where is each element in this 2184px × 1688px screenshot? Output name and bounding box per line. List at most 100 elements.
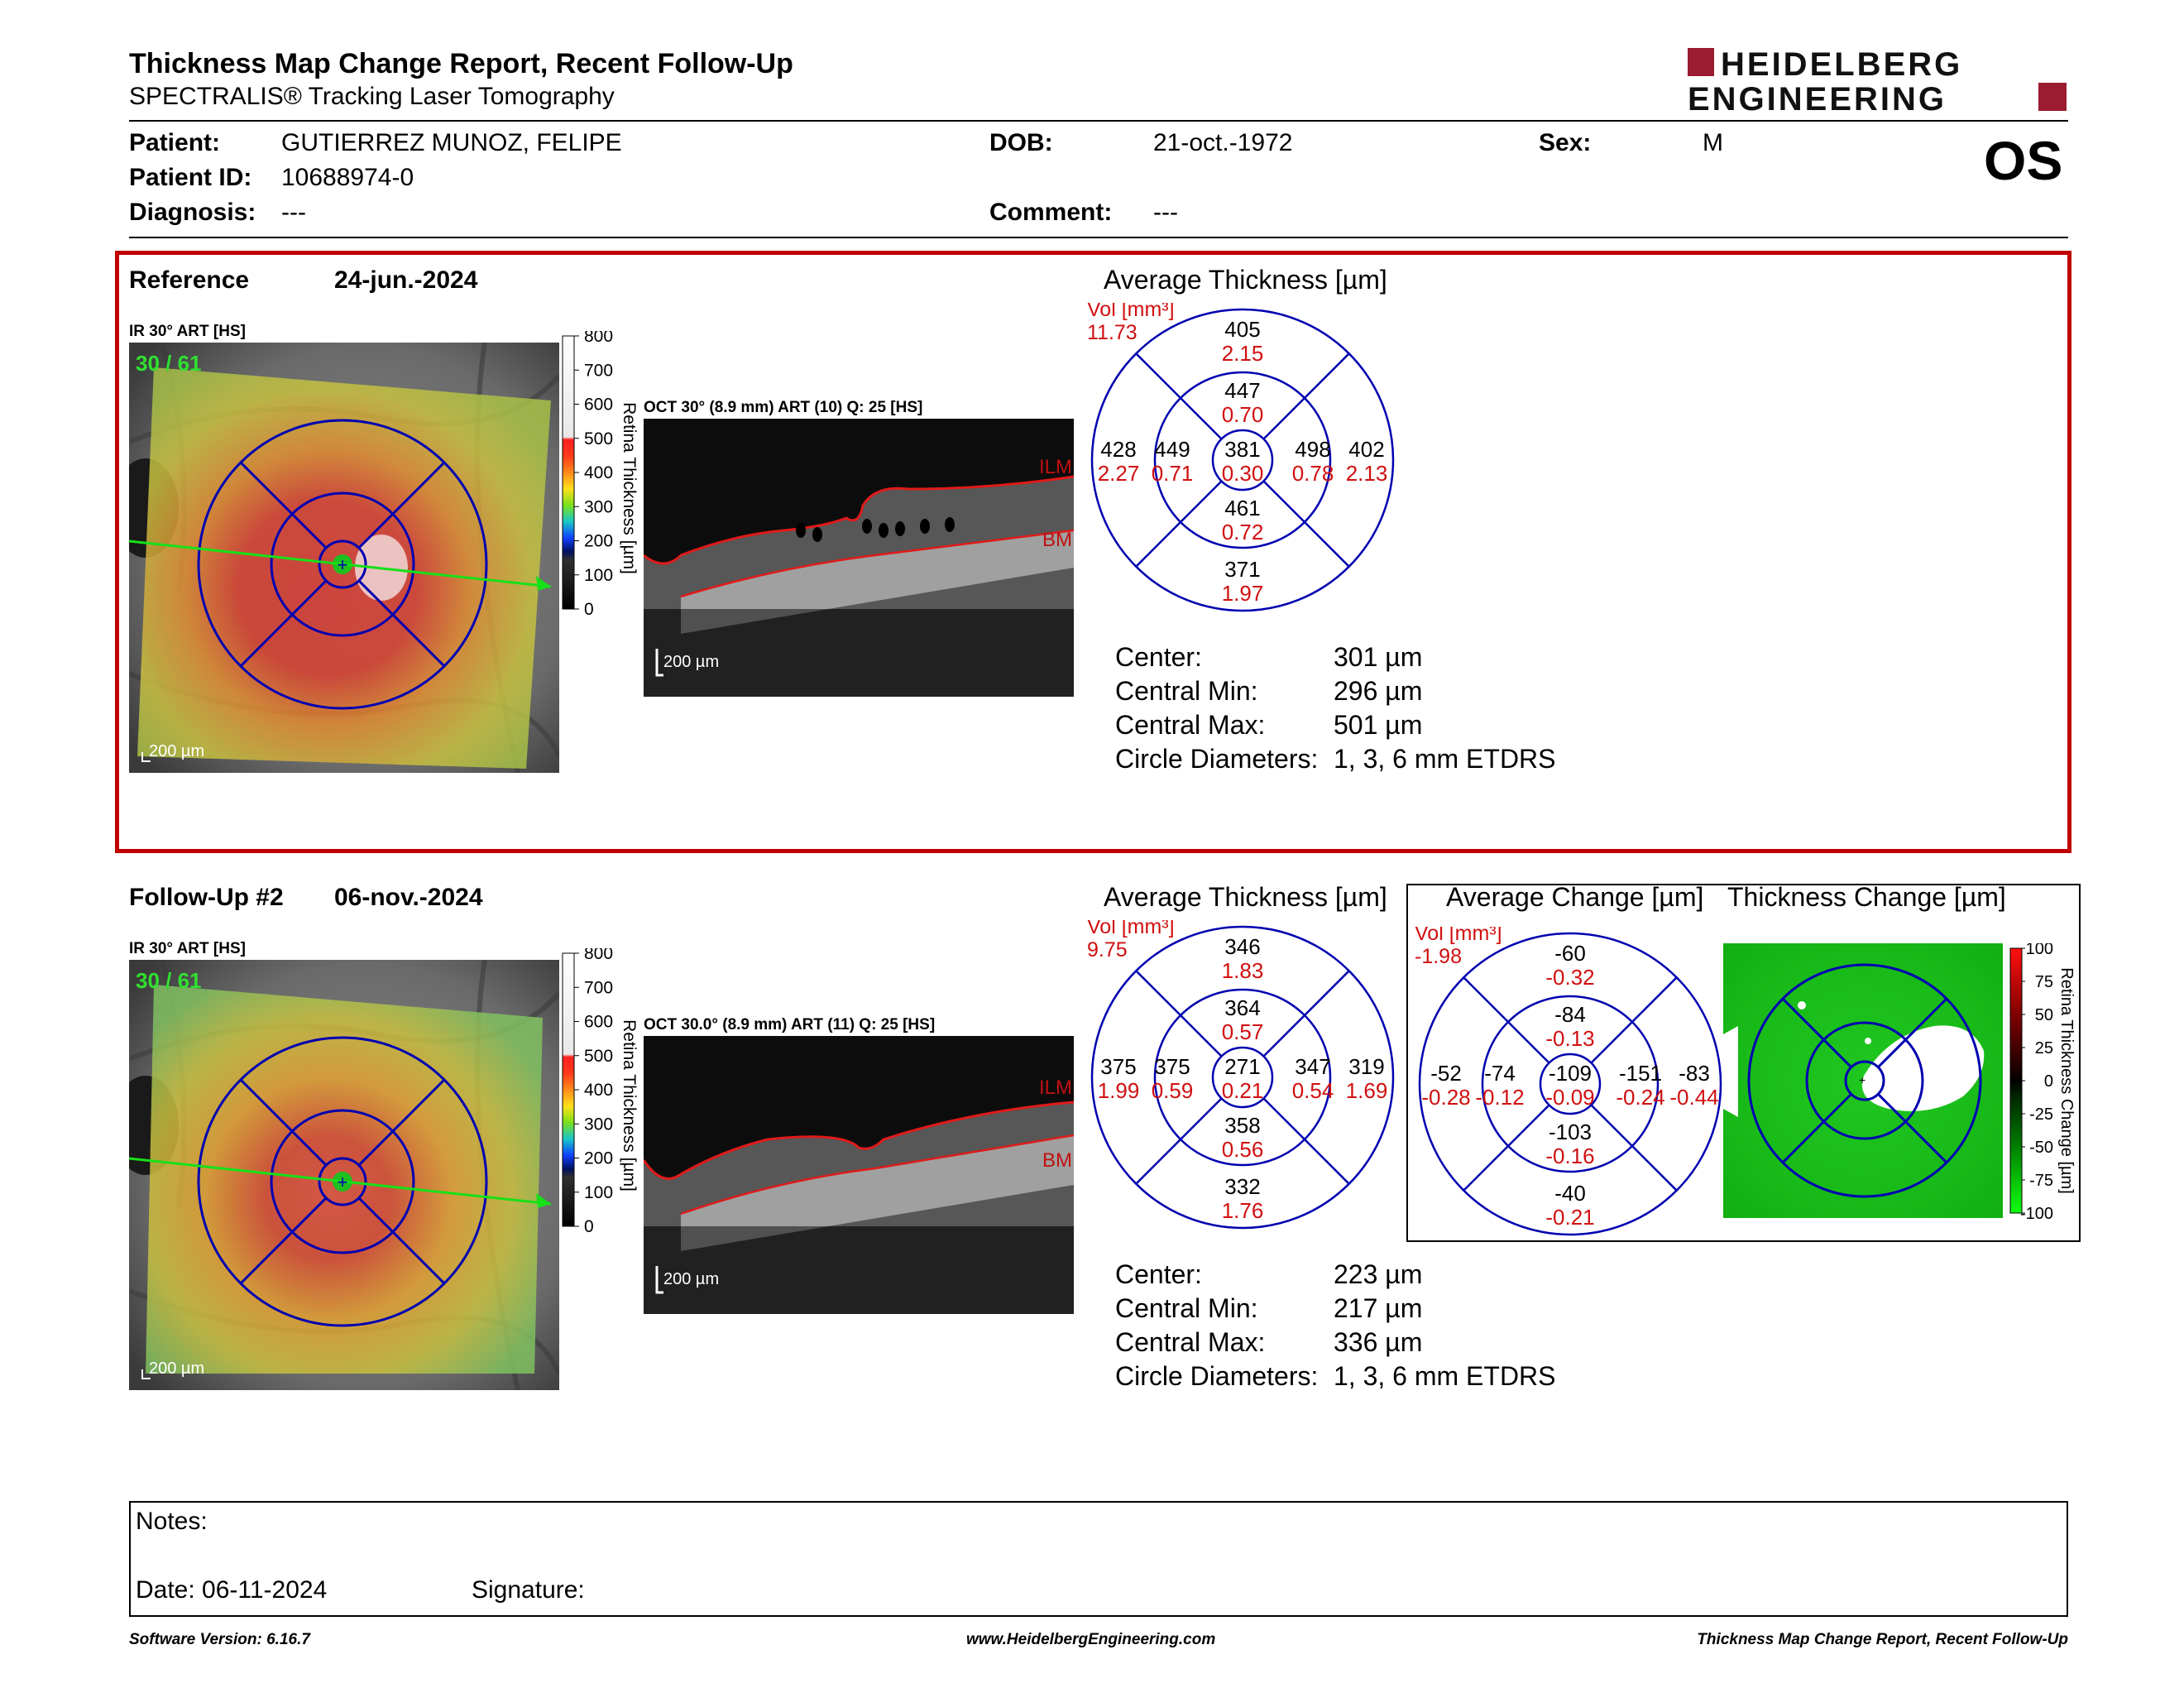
- followup-etdrs-grid: 2710.213640.573580.563750.593470.543461.…: [1087, 920, 1395, 1230]
- thickness-tick-800: 800: [584, 331, 613, 346]
- sex-value: M: [1703, 129, 1723, 156]
- followup-stat-value: 336 µm: [1334, 1327, 1423, 1357]
- followup-fovea-marker: +: [338, 1172, 348, 1192]
- change-etdrs-grid: -109-0.09-84-0.13-103-0.16-74-0.12-151-0…: [1415, 927, 1722, 1236]
- reference-outer_sup-thickness: 405: [1224, 317, 1260, 342]
- followup-outer_nas-volume: 1.69: [1346, 1078, 1388, 1103]
- avg-change-title: Average Change [µm]: [1446, 882, 1704, 912]
- followup-stat-label: Circle Diameters:: [1115, 1361, 1319, 1391]
- reference-ilm-label: ILM: [1039, 456, 1072, 478]
- sex-label: Sex:: [1539, 129, 1592, 156]
- followup-outer_nas-thickness: 319: [1348, 1054, 1384, 1079]
- reference-stat-label: Central Max:: [1115, 710, 1266, 740]
- change-outer_sup-thickness: -60: [1554, 941, 1586, 966]
- comment-value: ---: [1153, 199, 1178, 226]
- change-outer_inf-thickness: -40: [1554, 1181, 1586, 1206]
- thickness-tick-700: 700: [584, 361, 613, 380]
- diagnosis-label: Diagnosis:: [129, 199, 256, 226]
- reference-outer_temp-thickness: 428: [1100, 437, 1136, 462]
- followup-inner_temp-thickness: 375: [1154, 1054, 1190, 1079]
- reference-etdrs-grid: 3810.304470.704610.724490.714980.784052.…: [1087, 303, 1395, 612]
- change-vol-total: -1.98: [1415, 945, 1462, 968]
- dob-label: DOB:: [989, 129, 1053, 156]
- followup-bm-label: BM: [1042, 1149, 1072, 1172]
- reference-ir-overlay-text: 30 / 61: [136, 351, 202, 376]
- followup-outer_inf-thickness: 332: [1224, 1174, 1260, 1199]
- report-subtitle: SPECTRALIS® Tracking Laser Tomography: [129, 83, 615, 110]
- change-tick-75: 75: [2035, 973, 2053, 991]
- followup-vol-total: 9.75: [1087, 938, 1128, 961]
- reference-stat-label: Circle Diameters:: [1115, 744, 1319, 774]
- reference-ir-label: IR 30° ART [HS]: [129, 323, 246, 340]
- reference-stat-label: Center:: [1115, 642, 1202, 672]
- reference-fovea-marker: +: [338, 554, 348, 575]
- followup-center-thickness: 271: [1224, 1054, 1260, 1079]
- reference-outer_nas-thickness: 402: [1348, 437, 1384, 462]
- change-inner_inf-volume: -0.16: [1545, 1144, 1594, 1168]
- change-center-thickness: -109: [1549, 1061, 1592, 1086]
- patient-name: GUTIERREZ MUNOZ, FELIPE: [281, 129, 622, 156]
- reference-inner_nas-volume: 0.78: [1292, 461, 1334, 486]
- change-outer_temp-thickness: -52: [1430, 1061, 1462, 1086]
- followup-inner_sup-thickness: 364: [1224, 995, 1260, 1020]
- thickness-tick-200: 200: [584, 532, 613, 551]
- change-outer_nas-thickness: -83: [1679, 1061, 1710, 1086]
- change-outer_inf-volume: -0.21: [1545, 1205, 1594, 1230]
- reference-inner_sup-thickness: 447: [1224, 378, 1260, 403]
- svg-text:+: +: [1859, 1073, 1866, 1086]
- change-tick-50: 50: [2035, 1006, 2053, 1024]
- reference-inner_nas-thickness: 498: [1295, 437, 1330, 462]
- thickness-colorbar-title: Retina Thickness [µm]: [620, 402, 639, 574]
- logo-line2: ENGINEERING: [1688, 81, 1947, 114]
- reference-oct-label: OCT 30° (8.9 mm) ART (10) Q: 25 [HS]: [644, 399, 923, 416]
- footer-url[interactable]: www.HeidelbergEngineering.com: [966, 1631, 1216, 1648]
- change-outer_temp-volume: -0.28: [1421, 1085, 1470, 1110]
- reference-ir-fundus-image: +30 / 61 200 µm: [129, 343, 559, 773]
- reference-vol-label: Vol [mm³]: [1087, 303, 1175, 321]
- reference-outer_inf-volume: 1.97: [1222, 581, 1264, 606]
- notes-box: [129, 1501, 2068, 1617]
- followup-ir-label: IR 30° ART [HS]: [129, 940, 246, 957]
- reference-stat-value: 301 µm: [1334, 642, 1423, 672]
- reference-frame: [115, 251, 2071, 853]
- followup-stat-label: Central Max:: [1115, 1327, 1266, 1357]
- reference-stat-value: 296 µm: [1334, 676, 1423, 706]
- thickness-tick-300: 300: [584, 1115, 613, 1134]
- reference-inner_inf-thickness: 461: [1224, 496, 1260, 520]
- followup-outer_sup-volume: 1.83: [1222, 958, 1264, 983]
- followup-inner_inf-volume: 0.56: [1222, 1137, 1264, 1162]
- followup-outer_temp-volume: 1.99: [1098, 1078, 1140, 1103]
- thickness-tick-200: 200: [584, 1149, 613, 1168]
- followup-oct-label: OCT 30.0° (8.9 mm) ART (11) Q: 25 [HS]: [644, 1016, 936, 1033]
- followup-ir-scale: 200 µm: [149, 1360, 204, 1378]
- thickness-tick-300: 300: [584, 497, 613, 516]
- followup-inner_inf-thickness: 358: [1224, 1113, 1260, 1138]
- thickness-tick-400: 400: [584, 463, 613, 482]
- thickness-tick-600: 600: [584, 396, 613, 415]
- reference-ir-scale: 200 µm: [149, 742, 204, 760]
- reference-stat-value: 501 µm: [1334, 710, 1423, 740]
- comment-label: Comment:: [989, 199, 1113, 226]
- followup-outer_inf-volume: 1.76: [1222, 1198, 1264, 1223]
- reference-inner_sup-volume: 0.70: [1222, 402, 1264, 427]
- change-tick-25: 25: [2035, 1039, 2053, 1057]
- followup-avg-thickness-title: Average Thickness [µm]: [1104, 882, 1387, 912]
- reference-outer_temp-volume: 2.27: [1098, 461, 1140, 486]
- reference-inner_temp-thickness: 449: [1154, 437, 1190, 462]
- followup-stat-value: 223 µm: [1334, 1259, 1423, 1289]
- followup-date: 06-nov.-2024: [334, 884, 483, 911]
- dob-value: 21-oct.-1972: [1153, 129, 1293, 156]
- change-inner_nas-volume: -0.24: [1616, 1085, 1664, 1110]
- patient-id-label: Patient ID:: [129, 164, 252, 191]
- reference-stat-label: Central Min:: [1115, 676, 1258, 706]
- change-tick--75: -75: [2029, 1172, 2053, 1190]
- followup-stat-value: 217 µm: [1334, 1293, 1423, 1323]
- change-inner_sup-volume: -0.13: [1545, 1026, 1594, 1051]
- change-center-volume: -0.09: [1545, 1085, 1594, 1110]
- followup-outer_temp-thickness: 375: [1100, 1054, 1136, 1079]
- thickness-colorbar: 800 700 600 500 400 300 200 100 0 Retina Thicknes…: [562, 948, 639, 1234]
- change-inner_temp-thickness: -74: [1484, 1061, 1516, 1086]
- thickness-change-map: +: [1723, 943, 2003, 1218]
- change-tick--25: -25: [2029, 1105, 2053, 1124]
